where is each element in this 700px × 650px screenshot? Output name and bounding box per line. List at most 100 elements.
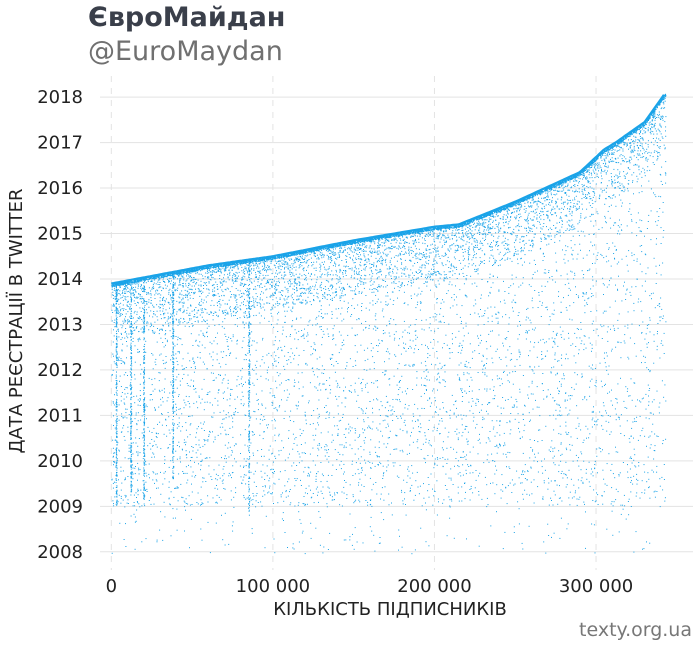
scatter-point [180,274,182,276]
scatter-point [278,362,279,364]
scatter-point [367,460,369,462]
scatter-point [235,280,237,282]
scatter-point [597,418,599,420]
scatter-point [493,386,495,388]
scatter-point [179,321,181,323]
scatter-point [637,212,639,214]
scatter-point [455,416,457,418]
scatter-point [530,419,531,421]
scatter-point [261,269,263,271]
scatter-point [281,290,283,291]
scatter-point [488,260,490,262]
scatter-point [472,420,474,422]
scatter-point [381,340,383,342]
scatter-point [166,400,168,402]
scatter-point [129,371,131,373]
scatter-point [250,278,252,280]
scatter-point [590,198,592,200]
scatter-point [249,497,251,499]
scatter-point [182,368,184,370]
scatter-point [361,292,362,294]
scatter-point [461,401,463,402]
scatter-point [446,293,448,294]
scatter-point [491,379,493,381]
scatter-point [223,269,225,271]
scatter-point [273,344,275,346]
scatter-point [301,330,303,331]
scatter-point [326,273,328,275]
scatter-point [627,324,629,326]
scatter-point [529,420,531,422]
scatter-point [536,217,538,219]
scatter-point [171,290,173,292]
scatter-point [583,501,585,503]
scatter-point [302,268,304,270]
scatter-point [470,275,472,277]
scatter-point [425,257,427,259]
scatter-point [511,358,513,360]
scatter-point [503,445,504,447]
scatter-point [188,403,190,405]
scatter-point [468,242,470,244]
scatter-point [425,256,427,258]
scatter-point [307,296,309,298]
scatter-point [343,445,345,447]
scatter-point [437,250,439,252]
scatter-point [520,258,522,260]
scatter-point [401,285,403,287]
scatter-point [475,244,476,246]
scatter-point [200,284,202,286]
scatter-point [169,303,171,305]
scatter-point [521,436,523,438]
scatter-point [112,353,114,355]
scatter-point [590,311,592,312]
scatter-point [424,377,426,379]
scatter-point [329,357,331,359]
scatter-point [283,365,285,367]
scatter-point [278,435,280,437]
scatter-point [371,271,373,273]
scatter-point [617,186,619,188]
scatter-point [260,293,261,295]
scatter-point [339,453,341,455]
scatter-point [123,308,125,310]
scatter-point [318,449,320,451]
scatter-point [514,365,516,367]
scatter-point [157,433,159,435]
scatter-point [353,548,355,550]
scatter-point [225,414,227,416]
scatter-point [418,349,419,350]
scatter-point [653,114,654,116]
scatter-point [460,475,462,477]
scatter-point [132,317,134,319]
scatter-point [260,501,262,503]
scatter-point [180,277,182,279]
scatter-point [524,205,526,207]
scatter-point [316,279,318,281]
scatter-point [403,479,405,481]
scatter-point [648,124,650,126]
scatter-point [565,358,566,360]
scatter-point [584,305,586,307]
scatter-point [347,308,348,310]
scatter-point [447,436,449,438]
scatter-point [627,327,629,329]
scatter-point [465,225,467,227]
scatter-point [564,193,566,194]
scatter-point [525,208,527,209]
scatter-point [565,447,567,449]
scatter-point [618,187,620,189]
scatter-point [234,398,236,400]
scatter-point [170,460,172,462]
scatter-point [118,356,120,358]
scatter-point [548,477,549,479]
scatter-point [529,218,531,220]
scatter-point [271,295,273,297]
scatter-point [274,420,276,422]
scatter-point [112,297,114,299]
scatter-point [496,452,498,454]
scatter-point [190,466,192,468]
scatter-point [207,277,209,278]
scatter-point [413,363,415,365]
